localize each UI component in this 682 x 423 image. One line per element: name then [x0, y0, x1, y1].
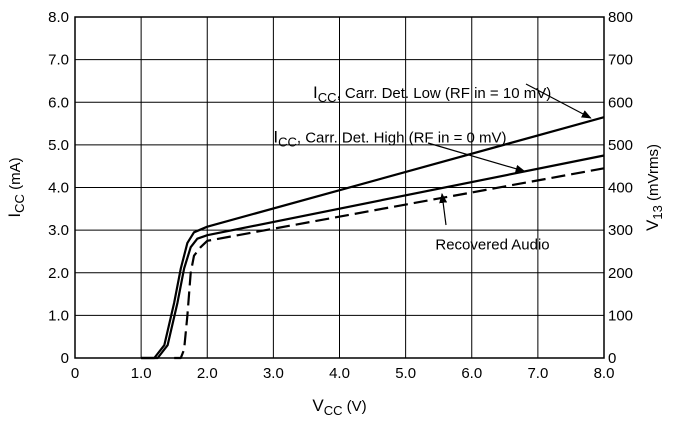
- y-left-tick-label: 7.0: [48, 52, 69, 69]
- x-axis-label-tail: (V): [342, 398, 366, 415]
- plot-frame: [74, 16, 605, 359]
- y-right-tick-label: 800: [608, 9, 633, 26]
- y-right-tick-label: 100: [608, 307, 633, 324]
- x-tick-label: 5.0: [395, 365, 416, 382]
- x-axis-label: VCC (V): [312, 396, 366, 418]
- y-left-tick-label: 0: [61, 350, 69, 367]
- y-left-tick-label: 3.0: [48, 222, 69, 239]
- annotation-carr-det-low-tail: , Carr. Det. Low (RF in = 10 mV): [337, 85, 552, 102]
- annotation-carr-det-low-sub: CC: [318, 90, 337, 105]
- y-right-tick-label: 400: [608, 180, 633, 197]
- y-right-axis-label-main: V: [643, 219, 662, 231]
- series-line-0: [141, 116, 605, 360]
- annotation-carr-det-high-main: I: [273, 128, 278, 147]
- x-tick-label: 0: [71, 365, 79, 382]
- y-right-tick-labels: 0 100 200 300 400 500 600 700 800: [608, 9, 633, 367]
- x-tick-label: 6.0: [461, 365, 482, 382]
- x-tick-label: 8.0: [594, 365, 615, 382]
- y-right-tick-label: 600: [608, 94, 633, 111]
- x-tick-label: 1.0: [131, 365, 152, 382]
- annotation-arrow-1: [427, 142, 526, 173]
- y-right-tick-label: 700: [608, 52, 633, 69]
- y-left-tick-label: 5.0: [48, 137, 69, 154]
- y-right-axis-label-sub: 13: [650, 205, 665, 219]
- annotation-carr-det-high-sub: CC: [278, 135, 297, 150]
- y-right-tick-label: 0: [608, 350, 616, 367]
- y-left-tick-label: 6.0: [48, 94, 69, 111]
- series-annotations: [427, 83, 592, 226]
- annotation-arrow-0: [525, 83, 592, 119]
- x-axis-label-main: V: [312, 396, 324, 415]
- x-tick-label: 3.0: [263, 365, 284, 382]
- y-left-axis-label: ICC (mA): [5, 157, 27, 217]
- annotation-carr-det-high: ICC, Carr. Det. High (RF in = 0 mV): [273, 128, 506, 150]
- y-right-axis-label-tail: (mVrms): [645, 144, 662, 205]
- y-left-tick-label: 1.0: [48, 307, 69, 324]
- x-tick-label: 7.0: [527, 365, 548, 382]
- grid: [74, 16, 605, 359]
- y-left-tick-label: 2.0: [48, 265, 69, 282]
- annotation-arrow-2: [439, 192, 448, 226]
- y-right-axis-label: V13 (mVrms): [643, 144, 665, 231]
- x-tick-label: 2.0: [197, 365, 218, 382]
- series-line-1: [141, 154, 605, 360]
- series-lines: [141, 116, 605, 360]
- x-tick-label: 4.0: [329, 365, 350, 382]
- y-left-axis-label-tail: (mA): [7, 157, 24, 194]
- y-left-axis-label-sub: CC: [12, 194, 27, 213]
- y-left-tick-label: 8.0: [48, 9, 69, 26]
- y-right-tick-label: 200: [608, 265, 633, 282]
- y-left-tick-labels: 0 1.0 2.0 3.0 4.0 5.0 6.0 7.0 8.0: [48, 9, 69, 367]
- annotation-carr-det-low-main: I: [313, 83, 318, 102]
- y-right-tick-label: 500: [608, 137, 633, 154]
- annotation-carr-det-high-tail: , Carr. Det. High (RF in = 0 mV): [297, 130, 507, 147]
- series-line-2: [174, 167, 605, 360]
- x-axis-label-sub: CC: [324, 403, 343, 418]
- annotation-carr-det-low: ICC, Carr. Det. Low (RF in = 10 mV): [313, 83, 551, 105]
- x-tick-labels: 0 1.0 2.0 3.0 4.0 5.0 6.0 7.0 8.0: [71, 365, 615, 382]
- y-left-tick-label: 4.0: [48, 180, 69, 197]
- annotation-recovered-audio: Recovered Audio: [435, 236, 549, 253]
- y-left-axis-label-main: I: [5, 213, 24, 218]
- y-right-tick-label: 300: [608, 222, 633, 239]
